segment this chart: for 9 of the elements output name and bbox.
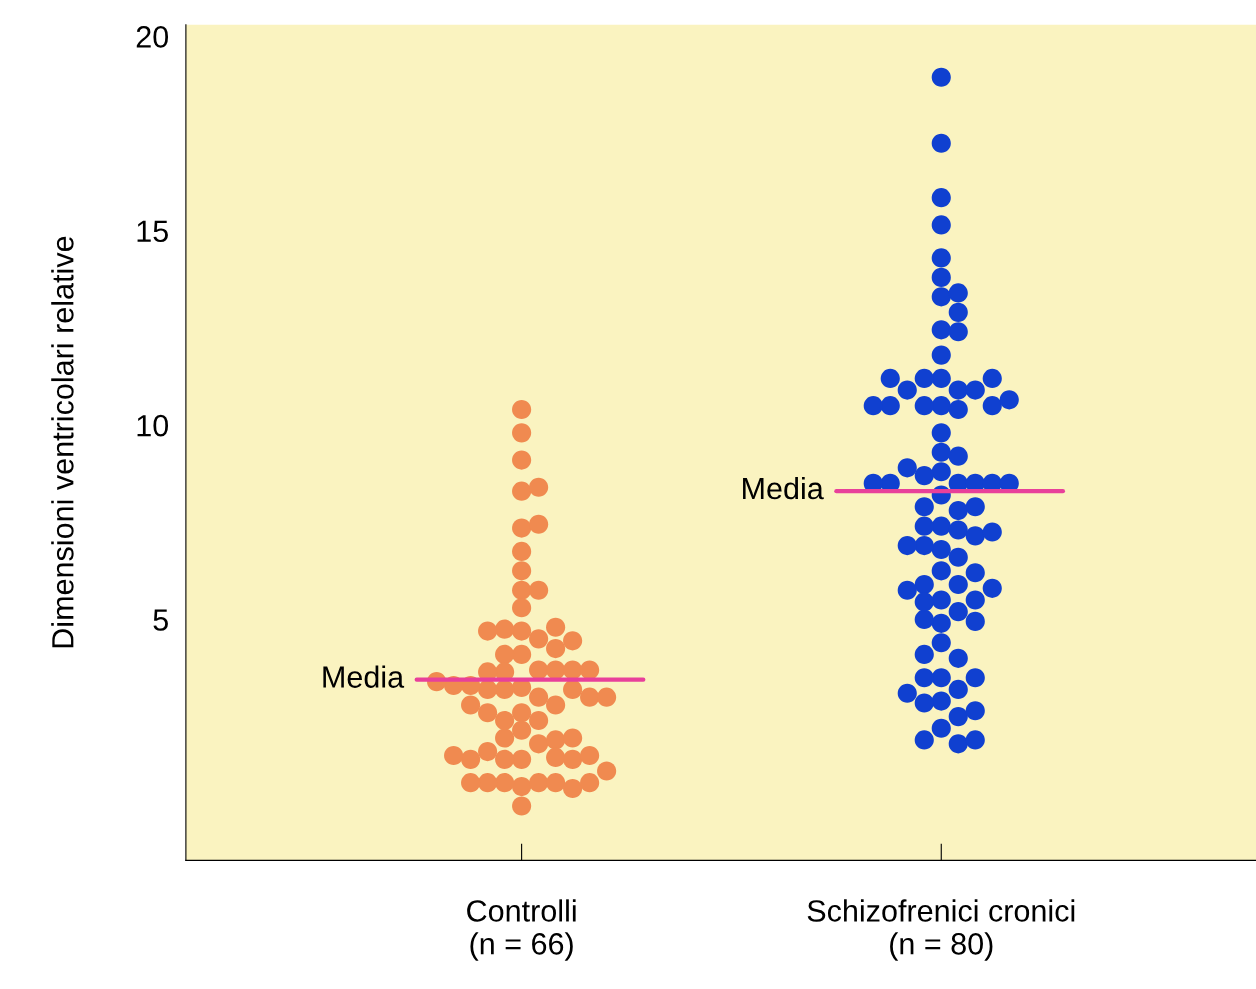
ref-line-label: Media <box>323 665 405 688</box>
y-tick-label: 10 <box>137 414 169 437</box>
x-tick-label: Schizofrenici cronici (n = 80) <box>807 899 1075 961</box>
ref-line-label: Media <box>743 476 824 500</box>
y-axis-title: Dimensioni ventricolari relative <box>51 236 74 648</box>
y-tick-label: 20 <box>136 26 169 48</box>
x-tick-label: Controlli (n = 66) <box>467 899 576 961</box>
y-tick-label: 15 <box>137 220 168 243</box>
y-tick-label: 5 <box>153 609 168 631</box>
